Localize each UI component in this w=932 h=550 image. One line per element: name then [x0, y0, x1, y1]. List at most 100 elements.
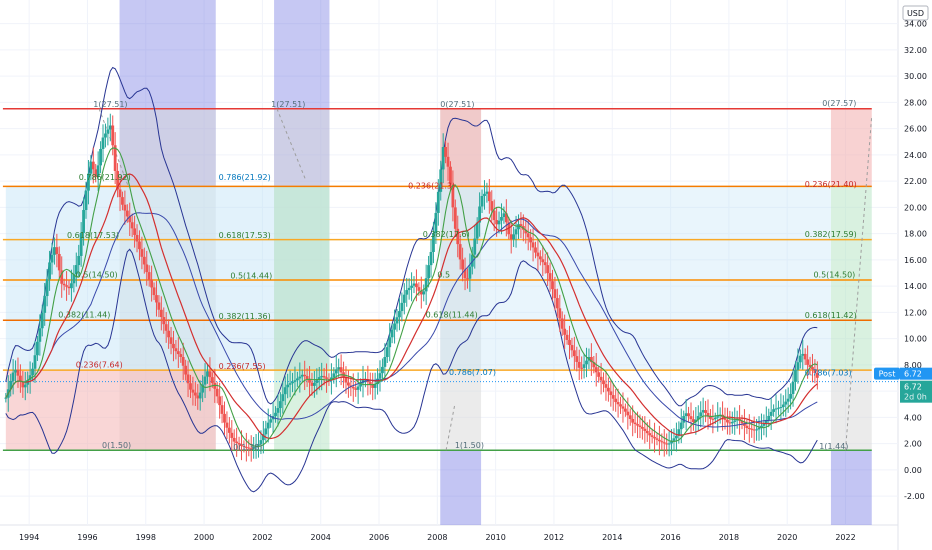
currency-badge[interactable]: USD — [902, 5, 929, 21]
candle-body — [201, 384, 205, 393]
last-price-badge — [900, 380, 932, 403]
y-tick-label: 20.00 — [904, 203, 927, 212]
candle-body — [774, 408, 778, 410]
candle-body — [91, 161, 95, 170]
candle-body — [466, 278, 469, 280]
candle-body — [339, 367, 343, 373]
candle-body — [312, 382, 316, 386]
candle-body — [123, 204, 127, 211]
x-tick-label: 2006 — [369, 533, 389, 542]
candle-body — [594, 367, 598, 373]
candle-body — [619, 404, 622, 407]
fib-trend-dash — [98, 108, 129, 187]
candle-body — [434, 212, 438, 234]
fib-label: 0.786(7.07) — [449, 368, 496, 377]
fib-levels — [0, 108, 898, 451]
candle-body — [62, 283, 66, 286]
candle-body — [485, 191, 489, 194]
candle-body — [167, 330, 171, 338]
candle-body — [181, 357, 185, 366]
candle-body — [276, 408, 280, 413]
candle-body — [733, 420, 737, 422]
candle-body — [551, 281, 554, 290]
candle-body — [723, 417, 727, 420]
candle-body — [334, 369, 338, 374]
candle-body — [99, 148, 102, 166]
candle-body — [701, 410, 705, 413]
candle-body — [101, 137, 105, 149]
post-price-badge — [900, 367, 932, 380]
y-tick-label: 22.00 — [904, 177, 927, 186]
candle-body — [791, 381, 795, 394]
candle-body — [694, 419, 698, 423]
x-tick-label: 2014 — [602, 533, 622, 542]
candle-body — [53, 247, 56, 255]
candle-body — [815, 373, 819, 378]
candle-body — [665, 443, 669, 445]
candle-body — [602, 380, 605, 385]
candle-body — [322, 375, 326, 378]
fib-zone — [274, 0, 330, 187]
candle-body — [689, 416, 693, 420]
candle-body — [670, 440, 673, 444]
ma-mid — [5, 173, 818, 440]
candle-body — [43, 296, 47, 313]
candle-body — [291, 381, 294, 384]
candle-body — [96, 165, 100, 177]
time-axis[interactable]: 1994 1996 1998 2000 2002 2004 2006 2008 2010 2012… — [19, 533, 856, 542]
x-tick-label: 2002 — [252, 533, 272, 542]
y-tick-label: 4.00 — [904, 413, 922, 422]
candle-body — [470, 254, 474, 267]
candle-body — [711, 418, 715, 420]
fib-label: 0.236(21.3) — [408, 181, 455, 190]
candle-body — [750, 428, 754, 430]
candle-body — [198, 392, 202, 399]
candle-body — [429, 252, 433, 266]
candle-body — [487, 191, 491, 202]
x-tick-label: 2012 — [544, 533, 564, 542]
candle-body — [395, 317, 399, 324]
lower-band — [5, 248, 818, 493]
y-tick-label: 26.00 — [904, 125, 927, 134]
moving-averages — [5, 147, 818, 448]
price-axis[interactable]: -2.000.002.004.006.008.0010.0012.0014.00… — [904, 20, 927, 502]
candle-body — [648, 433, 652, 436]
currency-label: USD — [907, 9, 924, 18]
candle-body — [781, 404, 785, 408]
fib-label: 0.786(21.92) — [79, 173, 131, 182]
candle-body — [283, 387, 287, 395]
candle-body — [679, 422, 683, 430]
candle-body — [655, 438, 659, 440]
candle-body — [303, 374, 307, 377]
candle-body — [176, 351, 180, 355]
candle-body — [704, 410, 707, 413]
candle-body — [509, 234, 513, 240]
candle-body — [599, 376, 603, 381]
candle-body — [407, 287, 411, 291]
candle-body — [390, 329, 394, 338]
fib-label: 0.618(11.44) — [426, 311, 478, 320]
candle-body — [682, 416, 686, 423]
fib-label: 0.5(14.50) — [813, 271, 855, 280]
candle-body — [760, 425, 763, 428]
candle-body — [626, 411, 630, 416]
candle-body — [699, 412, 703, 417]
candle-body — [468, 266, 472, 279]
candle-body — [692, 419, 695, 423]
candle-body — [580, 367, 584, 369]
candle-body — [548, 273, 552, 282]
candle-body — [240, 444, 243, 446]
candle-body — [60, 270, 64, 284]
candle-body — [553, 289, 557, 299]
candle-body — [264, 428, 268, 435]
candle-body — [811, 367, 814, 370]
candle-body — [237, 443, 241, 445]
candle-body — [317, 377, 321, 381]
candle-body — [519, 224, 523, 227]
fib-label: 1(1.50) — [455, 441, 484, 450]
candle-body — [193, 392, 197, 396]
candle-body — [713, 417, 717, 420]
candle-body — [140, 249, 144, 257]
candle-body — [70, 283, 73, 289]
